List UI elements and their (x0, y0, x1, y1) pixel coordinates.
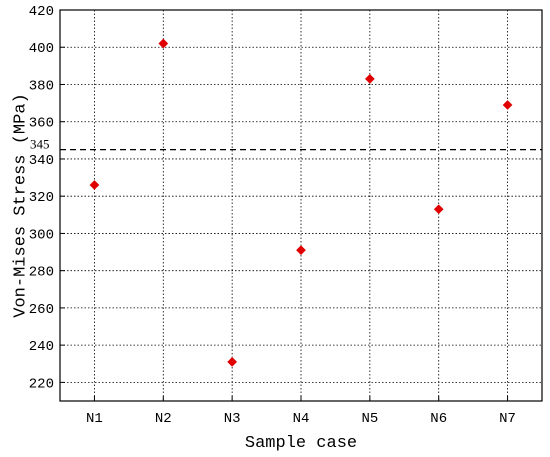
y-tick-label: 280 (29, 265, 54, 281)
y-tick-label: 300 (29, 227, 54, 243)
y-tick-label: 420 (29, 4, 54, 20)
y-tick-label: 380 (29, 78, 54, 94)
data-point (502, 100, 513, 110)
y-tick-labels: 220 240 260 280 300 320 340 360 380 400 420 (29, 4, 54, 392)
data-point (433, 204, 444, 215)
data-point (158, 38, 169, 49)
y-tick-label: 360 (29, 116, 54, 132)
y-tick-label: 340 (29, 153, 54, 169)
data-point (364, 73, 375, 84)
plot-area (59, 9, 543, 402)
x-tick-label: N6 (430, 411, 447, 427)
data-point (227, 356, 238, 367)
y-tick-label: 320 (29, 190, 54, 206)
y-tick-label: 220 (29, 376, 54, 392)
grid (60, 9, 542, 401)
y-axis-title: Von-Mises Stress (MPa) (11, 93, 30, 317)
data-point (89, 180, 100, 190)
y-tick-label: 400 (29, 41, 54, 57)
data-points (89, 38, 513, 367)
data-point (296, 245, 306, 256)
x-axis-title: Sample case (245, 434, 357, 453)
x-tick-label: N3 (224, 411, 241, 427)
x-tick-labels: N1 N2 N3 N4 N5 N6 N7 (86, 411, 516, 427)
reference-line-group: 345 (30, 137, 542, 152)
y-tick-label: 260 (29, 302, 54, 318)
y-tick-label: 240 (29, 339, 54, 355)
x-tick-label: N7 (499, 411, 516, 427)
x-tick-label: N2 (155, 411, 172, 427)
x-tick-label: N5 (361, 411, 378, 427)
x-tick-label: N4 (293, 411, 310, 427)
x-tick-label: N1 (86, 411, 103, 427)
reference-line-label: 345 (30, 137, 50, 152)
